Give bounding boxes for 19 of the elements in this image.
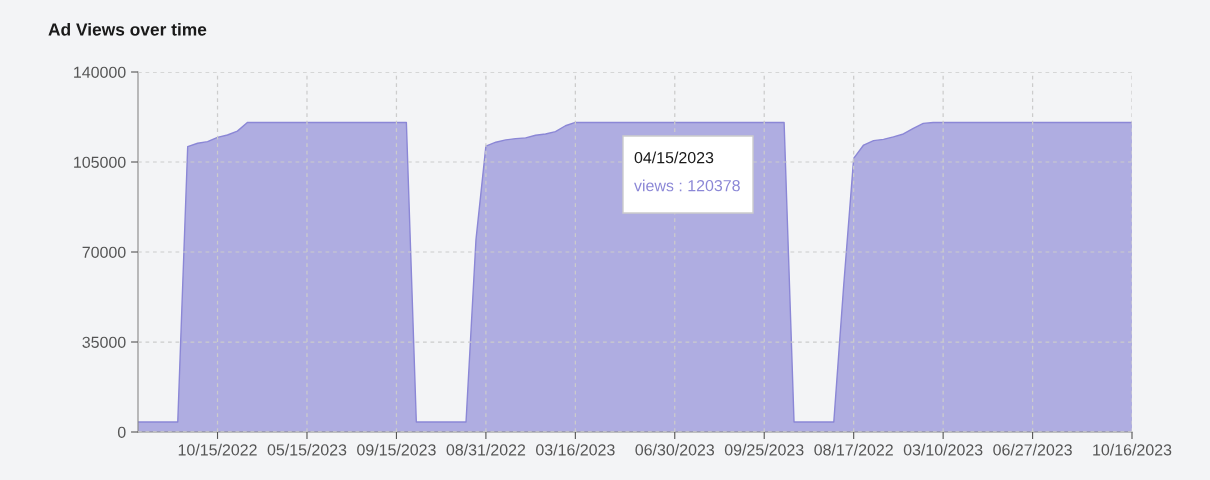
x-tick-label: 08/31/2022	[446, 443, 526, 456]
x-tick-label: 06/30/2023	[635, 443, 715, 456]
x-tick-label: 09/15/2023	[357, 443, 436, 456]
chart-title: Ad Views over time	[48, 22, 207, 36]
annotation: views : 120378	[634, 179, 740, 192]
x-tick-label: 10/15/2022	[178, 443, 257, 456]
x-tick-label: 09/25/2023	[724, 443, 804, 456]
x-tick-label: 08/17/2022	[814, 443, 893, 456]
y-tick-label: 0	[117, 426, 126, 438]
x-tick-label: 06/27/2023	[993, 443, 1072, 456]
x-tick-label: 03/16/2023	[536, 443, 615, 456]
y-tick-label: 140000	[74, 66, 126, 78]
x-tick-label: 03/10/2023	[903, 443, 983, 456]
x-tick-label: 05/15/2023	[267, 443, 347, 456]
annotation: 04/15/2023	[634, 151, 714, 164]
y-tick-label: 105000	[74, 156, 126, 168]
y-tick-label: 35000	[82, 336, 126, 348]
y-tick-label: 70000	[82, 246, 126, 258]
x-tick-label: 10/16/2023	[1093, 443, 1172, 456]
